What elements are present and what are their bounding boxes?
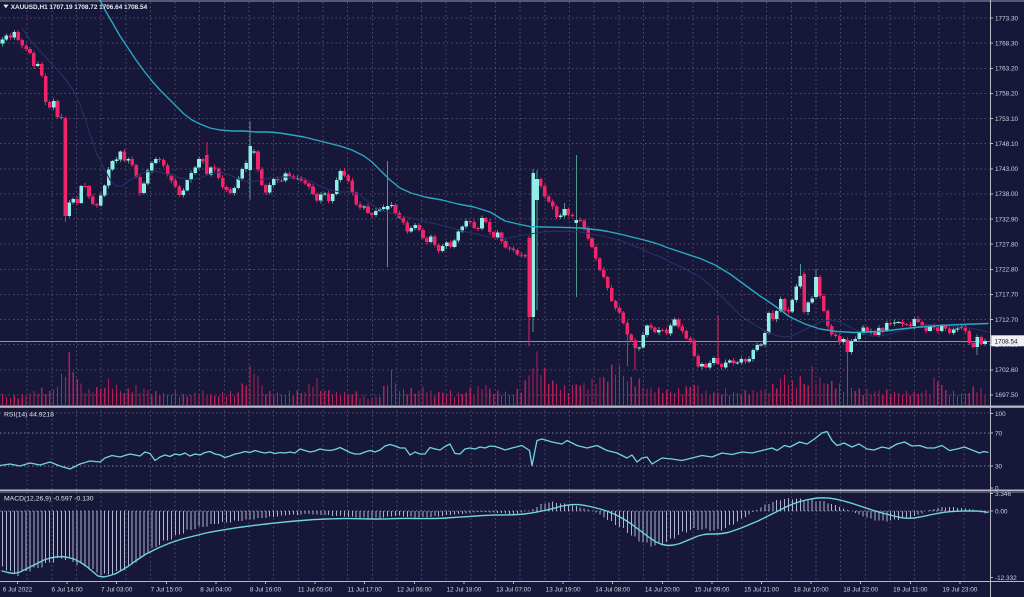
svg-text:1712.70: 1712.70 (995, 317, 1019, 324)
svg-text:14 Jul 20:00: 14 Jul 20:00 (645, 587, 680, 594)
svg-text:70: 70 (995, 430, 1003, 437)
svg-text:6 Jul 14:00: 6 Jul 14:00 (51, 587, 83, 594)
svg-text:7 Jul 15:00: 7 Jul 15:00 (151, 587, 183, 594)
svg-text:8 Jul 16:00: 8 Jul 16:00 (250, 587, 282, 594)
svg-text:1758.20: 1758.20 (995, 91, 1019, 98)
svg-text:18 Jul 22:00: 18 Jul 22:00 (843, 587, 878, 594)
svg-text:7 Jul 03:00: 7 Jul 03:00 (101, 587, 133, 594)
svg-text:3.346: 3.346 (995, 491, 1011, 498)
svg-text:11 Jul 05:00: 11 Jul 05:00 (298, 587, 333, 594)
svg-text:12 Jul 06:00: 12 Jul 06:00 (397, 587, 432, 594)
svg-text:14 Jul 08:00: 14 Jul 08:00 (595, 587, 630, 594)
svg-text:6 Jul 2022: 6 Jul 2022 (3, 587, 33, 594)
svg-text:1717.70: 1717.70 (995, 292, 1019, 299)
svg-text:12 Jul 18:00: 12 Jul 18:00 (446, 587, 481, 594)
svg-text:1743.00: 1743.00 (995, 166, 1019, 173)
svg-text:1732.90: 1732.90 (995, 216, 1019, 223)
svg-text:1748.10: 1748.10 (995, 141, 1019, 148)
svg-text:1768.30: 1768.30 (995, 40, 1019, 47)
svg-text:RSI(14) 44.9218: RSI(14) 44.9218 (4, 412, 54, 419)
svg-text:1707.60: 1707.60 (995, 342, 1019, 349)
svg-text:1702.60: 1702.60 (995, 367, 1019, 374)
svg-text:-12.332: -12.332 (995, 575, 1017, 582)
svg-text:19 Jul 11:00: 19 Jul 11:00 (893, 587, 928, 594)
svg-text:8 Jul 04:00: 8 Jul 04:00 (200, 587, 232, 594)
svg-text:19 Jul 23:00: 19 Jul 23:00 (942, 587, 977, 594)
svg-text:1773.30: 1773.30 (995, 15, 1019, 22)
svg-text:1697.50: 1697.50 (995, 392, 1019, 399)
svg-text:15 Jul 09:00: 15 Jul 09:00 (694, 587, 729, 594)
svg-text:11 Jul 17:00: 11 Jul 17:00 (348, 587, 383, 594)
svg-text:15 Jul 21:00: 15 Jul 21:00 (744, 587, 779, 594)
svg-text:MACD(12,26,9) -0.597 -0.130: MACD(12,26,9) -0.597 -0.130 (4, 496, 94, 503)
svg-text:1763.20: 1763.20 (995, 66, 1019, 73)
svg-text:30: 30 (995, 463, 1003, 470)
svg-text:1708.54: 1708.54 (995, 339, 1019, 346)
svg-text:18 Jul 10:00: 18 Jul 10:00 (794, 587, 829, 594)
svg-text:0.00: 0.00 (995, 508, 1008, 515)
svg-text:XAUUSD,H1 1707.19 1708.72 1706: XAUUSD,H1 1707.19 1708.72 1706.64 1708.5… (11, 4, 148, 11)
svg-text:1753.10: 1753.10 (995, 116, 1019, 123)
svg-text:100: 100 (995, 411, 1006, 418)
svg-text:1727.80: 1727.80 (995, 242, 1019, 249)
svg-text:13 Jul 07:00: 13 Jul 07:00 (496, 587, 531, 594)
svg-text:13 Jul 19:00: 13 Jul 19:00 (546, 587, 581, 594)
svg-text:1738.00: 1738.00 (995, 191, 1019, 198)
svg-text:1722.80: 1722.80 (995, 267, 1019, 274)
svg-text:0: 0 (995, 485, 999, 492)
